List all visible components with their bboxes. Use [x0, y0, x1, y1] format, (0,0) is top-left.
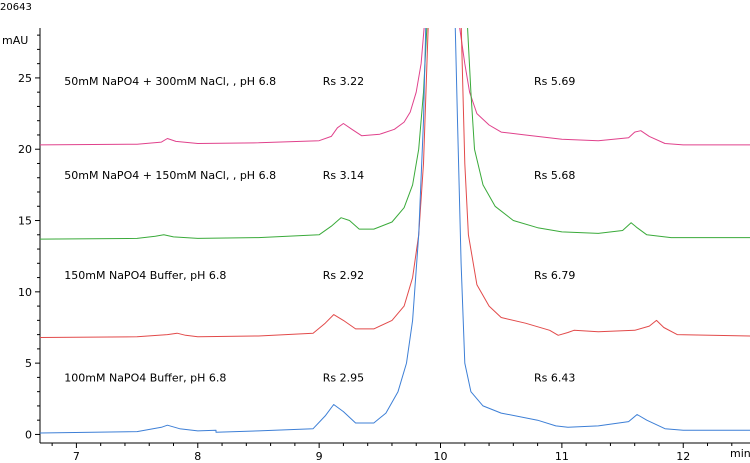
annotation-label: Rs 3.14 [323, 169, 364, 182]
y-axis-label: mAU [2, 34, 28, 47]
annotation-label: 100mM NaPO4 Buffer, pH 6.8 [64, 372, 226, 385]
series-line-2 [40, 28, 750, 240]
x-tick-label: 11 [555, 450, 569, 463]
series-line-3 [40, 28, 750, 338]
axes: 7 8 9 10 11 12 0 5 10 15 20 25 [18, 28, 750, 463]
annotation-label: 50mM NaPO4 + 150mM NaCl, , pH 6.8 [64, 169, 276, 182]
annotation-label: 50mM NaPO4 + 300mM NaCl, , pH 6.8 [64, 75, 276, 88]
x-axis-label: min [730, 447, 750, 460]
annotation-label: Rs 6.43 [534, 372, 575, 385]
annotation-label: Rs 2.95 [323, 372, 364, 385]
x-tick-label: 10 [434, 450, 448, 463]
x-tick-label: 12 [676, 450, 690, 463]
annotation-label: Rs 5.68 [534, 169, 575, 182]
annotation-label: 150mM NaPO4 Buffer, pH 6.8 [64, 269, 226, 282]
corner-label: 20643 [0, 2, 32, 13]
annotation-label: Rs 3.22 [323, 75, 364, 88]
x-tick-label: 8 [194, 450, 201, 463]
y-tick-label: 20 [18, 143, 32, 156]
series-line-4 [40, 28, 750, 434]
x-tick-label: 9 [316, 450, 323, 463]
annotations-group: 50mM NaPO4 + 300mM NaCl, , pH 6.8 Rs 3.22… [64, 75, 575, 385]
annotation-label: Rs 6.79 [534, 269, 575, 282]
y-tick-label: 25 [18, 72, 32, 85]
annotation-label: Rs 5.69 [534, 75, 575, 88]
y-tick-label: 10 [18, 286, 32, 299]
annotation-label: Rs 2.92 [323, 269, 364, 282]
series-group [40, 28, 750, 434]
series-line-1 [40, 28, 750, 146]
x-tick-label: 7 [73, 450, 80, 463]
y-tick-label: 0 [25, 428, 32, 441]
y-tick-label: 15 [18, 215, 32, 228]
y-tick-label: 5 [25, 357, 32, 370]
